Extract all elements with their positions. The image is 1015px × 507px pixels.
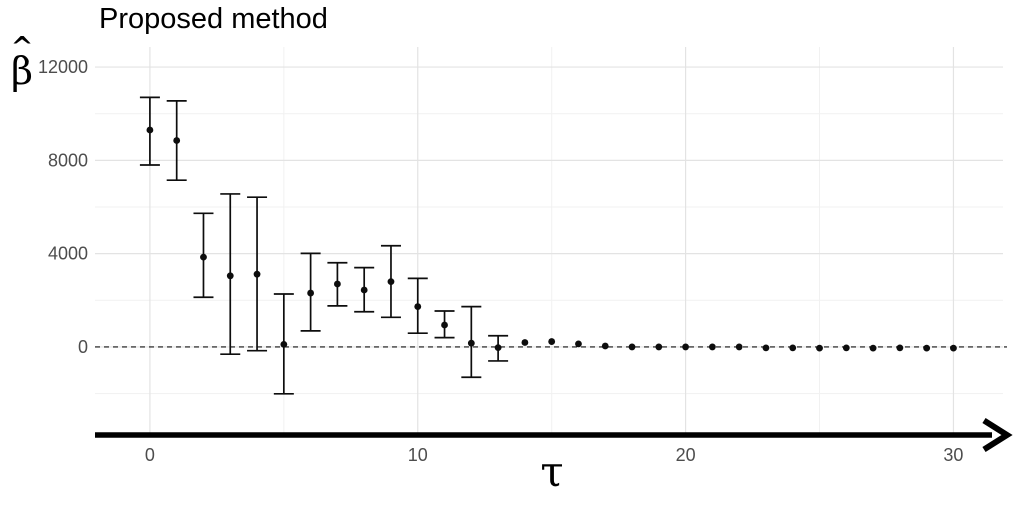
data-point	[360, 286, 368, 294]
data-point	[200, 253, 207, 261]
x-tick-label: 10	[408, 445, 428, 465]
data-point	[842, 344, 850, 352]
x-axis-label: τ	[540, 447, 564, 496]
data-point	[253, 270, 261, 278]
y-axis-label-symbol: β	[11, 49, 33, 93]
x-axis-arrowhead-icon	[982, 417, 1013, 453]
y-axis-label-hat: ^	[10, 32, 34, 63]
data-point	[628, 343, 636, 351]
data-point	[708, 343, 716, 351]
data-point	[307, 289, 315, 297]
chart-title: Proposed method	[99, 3, 328, 35]
y-tick-label: 0	[78, 337, 88, 357]
data-point	[521, 339, 529, 346]
data-point	[575, 340, 582, 348]
data-point	[789, 344, 797, 352]
data-point	[869, 344, 877, 352]
data-point	[923, 344, 931, 352]
x-tick-label: 0	[145, 445, 155, 465]
data-point	[146, 126, 154, 134]
data-point	[655, 343, 663, 351]
data-point	[280, 340, 288, 348]
data-point	[334, 280, 341, 288]
data-point	[682, 343, 690, 351]
data-point	[548, 338, 556, 345]
data-point	[173, 137, 181, 144]
data-point	[601, 342, 609, 350]
data-point	[950, 344, 957, 352]
x-tick-label: 20	[676, 445, 696, 465]
data-point	[226, 272, 234, 280]
data-point	[762, 344, 770, 352]
data-point	[735, 343, 743, 351]
y-tick-label: 12000	[38, 57, 88, 77]
data-point	[467, 339, 475, 347]
data-point	[414, 303, 422, 310]
y-axis-label: ^ β	[2, 34, 42, 102]
data-point	[896, 344, 904, 352]
y-tick-label: 8000	[48, 150, 88, 170]
data-point	[494, 344, 502, 352]
data-point	[441, 321, 448, 329]
x-tick-label: 30	[943, 445, 963, 465]
data-point	[387, 278, 395, 286]
data-point	[816, 344, 823, 352]
y-tick-label: 4000	[48, 244, 88, 264]
